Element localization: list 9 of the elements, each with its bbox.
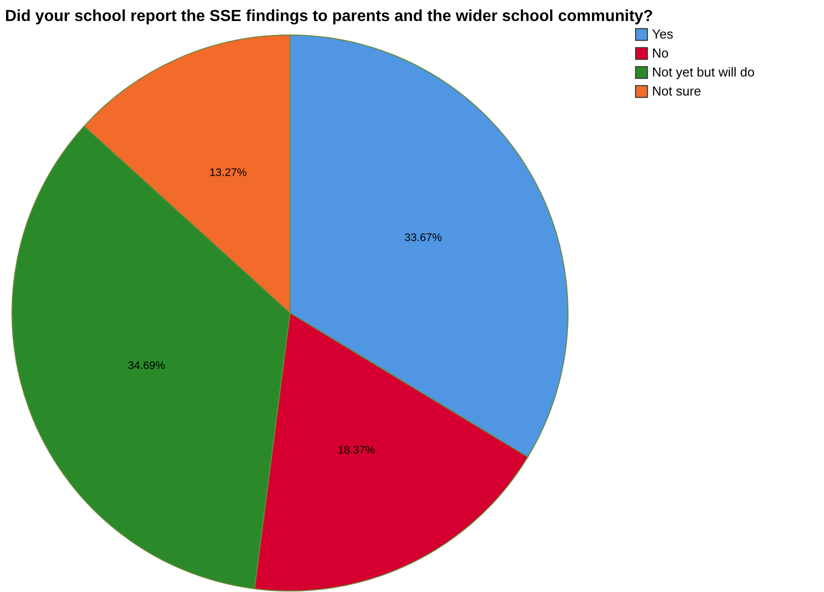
legend-label: Not yet but will do (652, 64, 755, 80)
data-label: 33.67% (404, 232, 442, 244)
data-label: 13.27% (209, 167, 247, 180)
chart-title: Did your school report the SSE findings to parents and the wider school community? (5, 8, 654, 25)
legend-label: Not sure (652, 84, 702, 98)
data-label: 18.37% (338, 444, 376, 457)
legend-label: Yes (652, 26, 674, 42)
legend-label: No (652, 46, 669, 60)
data-label: 34.69% (128, 360, 166, 372)
